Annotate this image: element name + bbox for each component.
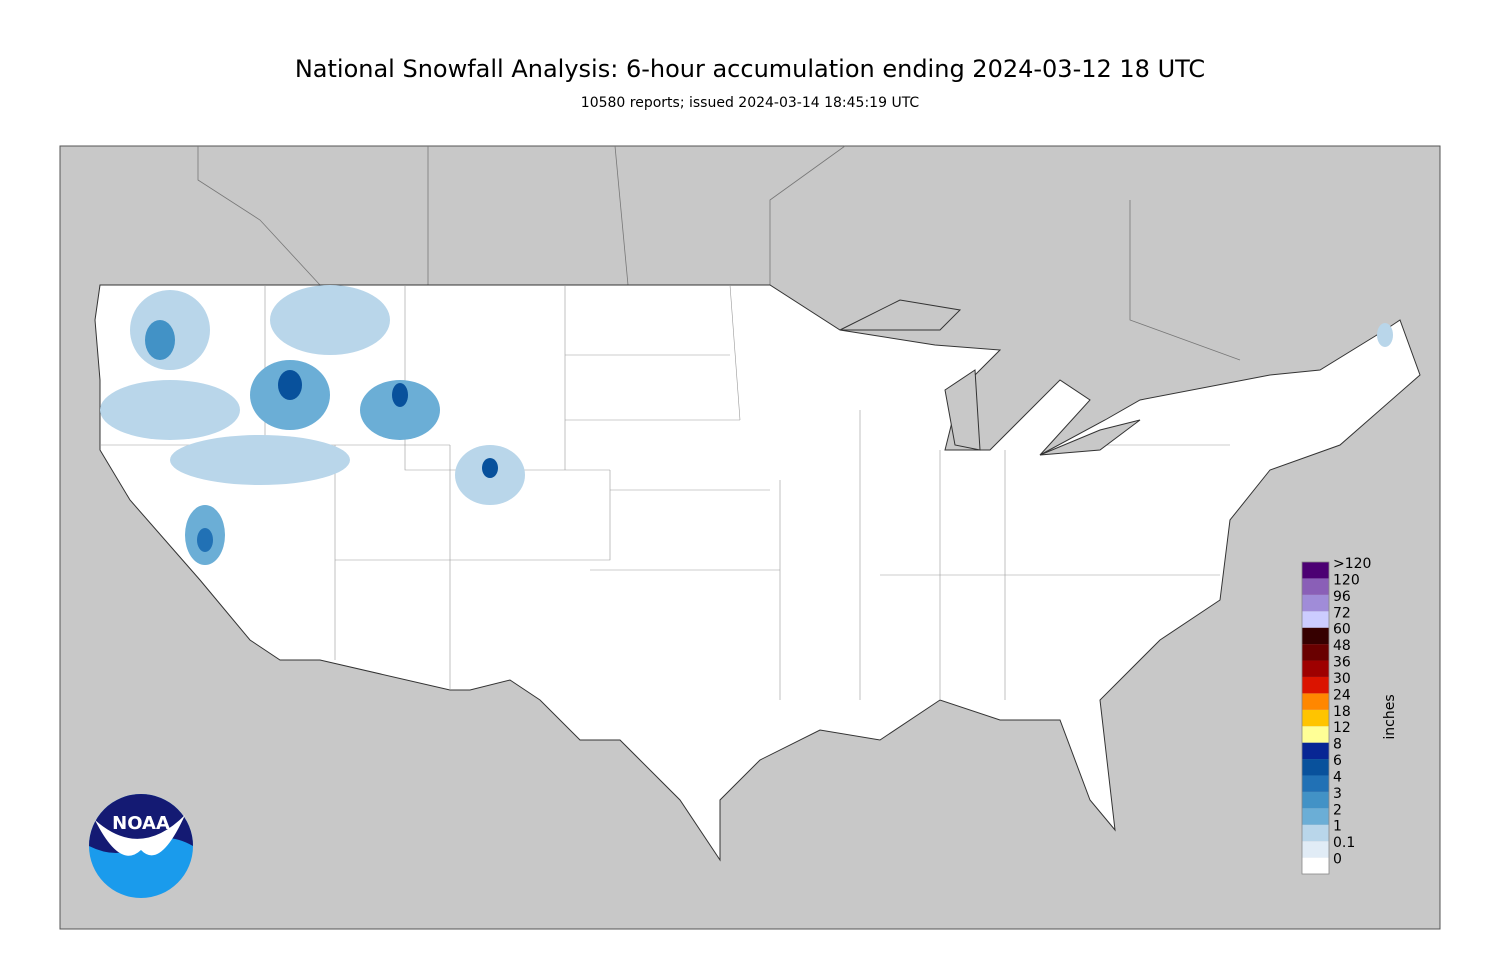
legend-swatch (1302, 726, 1329, 743)
legend-swatch (1302, 791, 1329, 809)
legend-label: 30 (1333, 671, 1351, 687)
legend-swatch (1302, 857, 1329, 874)
legend-label: 0 (1333, 852, 1342, 868)
map (59, 145, 1441, 930)
legend-label: 72 (1333, 605, 1351, 621)
legend-label: 120 (1333, 572, 1360, 588)
legend-swatch (1302, 594, 1329, 612)
legend-label: 1 (1333, 819, 1342, 835)
legend-swatch (1302, 644, 1329, 661)
legend-swatch (1302, 578, 1329, 595)
legend-swatch (1302, 627, 1329, 645)
snow-areas (100, 285, 1393, 565)
legend-swatch (1302, 742, 1329, 760)
legend-label: 36 (1333, 655, 1351, 671)
legend-swatch (1302, 775, 1329, 792)
legend-label: 0.1 (1333, 835, 1355, 851)
legend-frame (1301, 561, 1330, 875)
noaa-logo: NOAA (89, 794, 193, 898)
subtitle: 10580 reports; issued 2024-03-14 18:45:1… (581, 95, 920, 111)
legend-label: 3 (1333, 786, 1342, 802)
legend-unit: inches (1382, 694, 1398, 739)
legend-swatch (1302, 660, 1329, 677)
legend-label: 8 (1333, 737, 1342, 753)
logo-text: NOAA (112, 813, 170, 834)
legend-label: 2 (1333, 802, 1342, 818)
legend-label: 60 (1333, 622, 1351, 638)
legend-label: >120 (1333, 556, 1371, 572)
legend-swatch (1302, 759, 1329, 776)
borders (197, 145, 1241, 361)
legend-swatch (1302, 824, 1329, 842)
legend-swatch (1302, 693, 1329, 710)
legend-swatch (1302, 676, 1329, 694)
legend-label: 18 (1333, 704, 1351, 720)
legend-swatch (1302, 841, 1329, 858)
legend-swatch (1302, 808, 1329, 825)
title: National Snowfall Analysis: 6-hour accum… (295, 55, 1205, 83)
legend: inches 00.1123468121824303648607296120>1… (1301, 556, 1398, 875)
legend-label: 96 (1333, 589, 1351, 605)
great-lakes (839, 299, 1141, 456)
legend-label: 6 (1333, 753, 1342, 769)
legend-swatch (1302, 709, 1329, 727)
legend-swatch (1302, 562, 1329, 579)
legend-label: 24 (1333, 687, 1351, 703)
legend-label: 4 (1333, 769, 1342, 785)
legend-label: 48 (1333, 638, 1351, 654)
legend-label: 12 (1333, 720, 1351, 736)
legend-swatch (1302, 611, 1329, 628)
